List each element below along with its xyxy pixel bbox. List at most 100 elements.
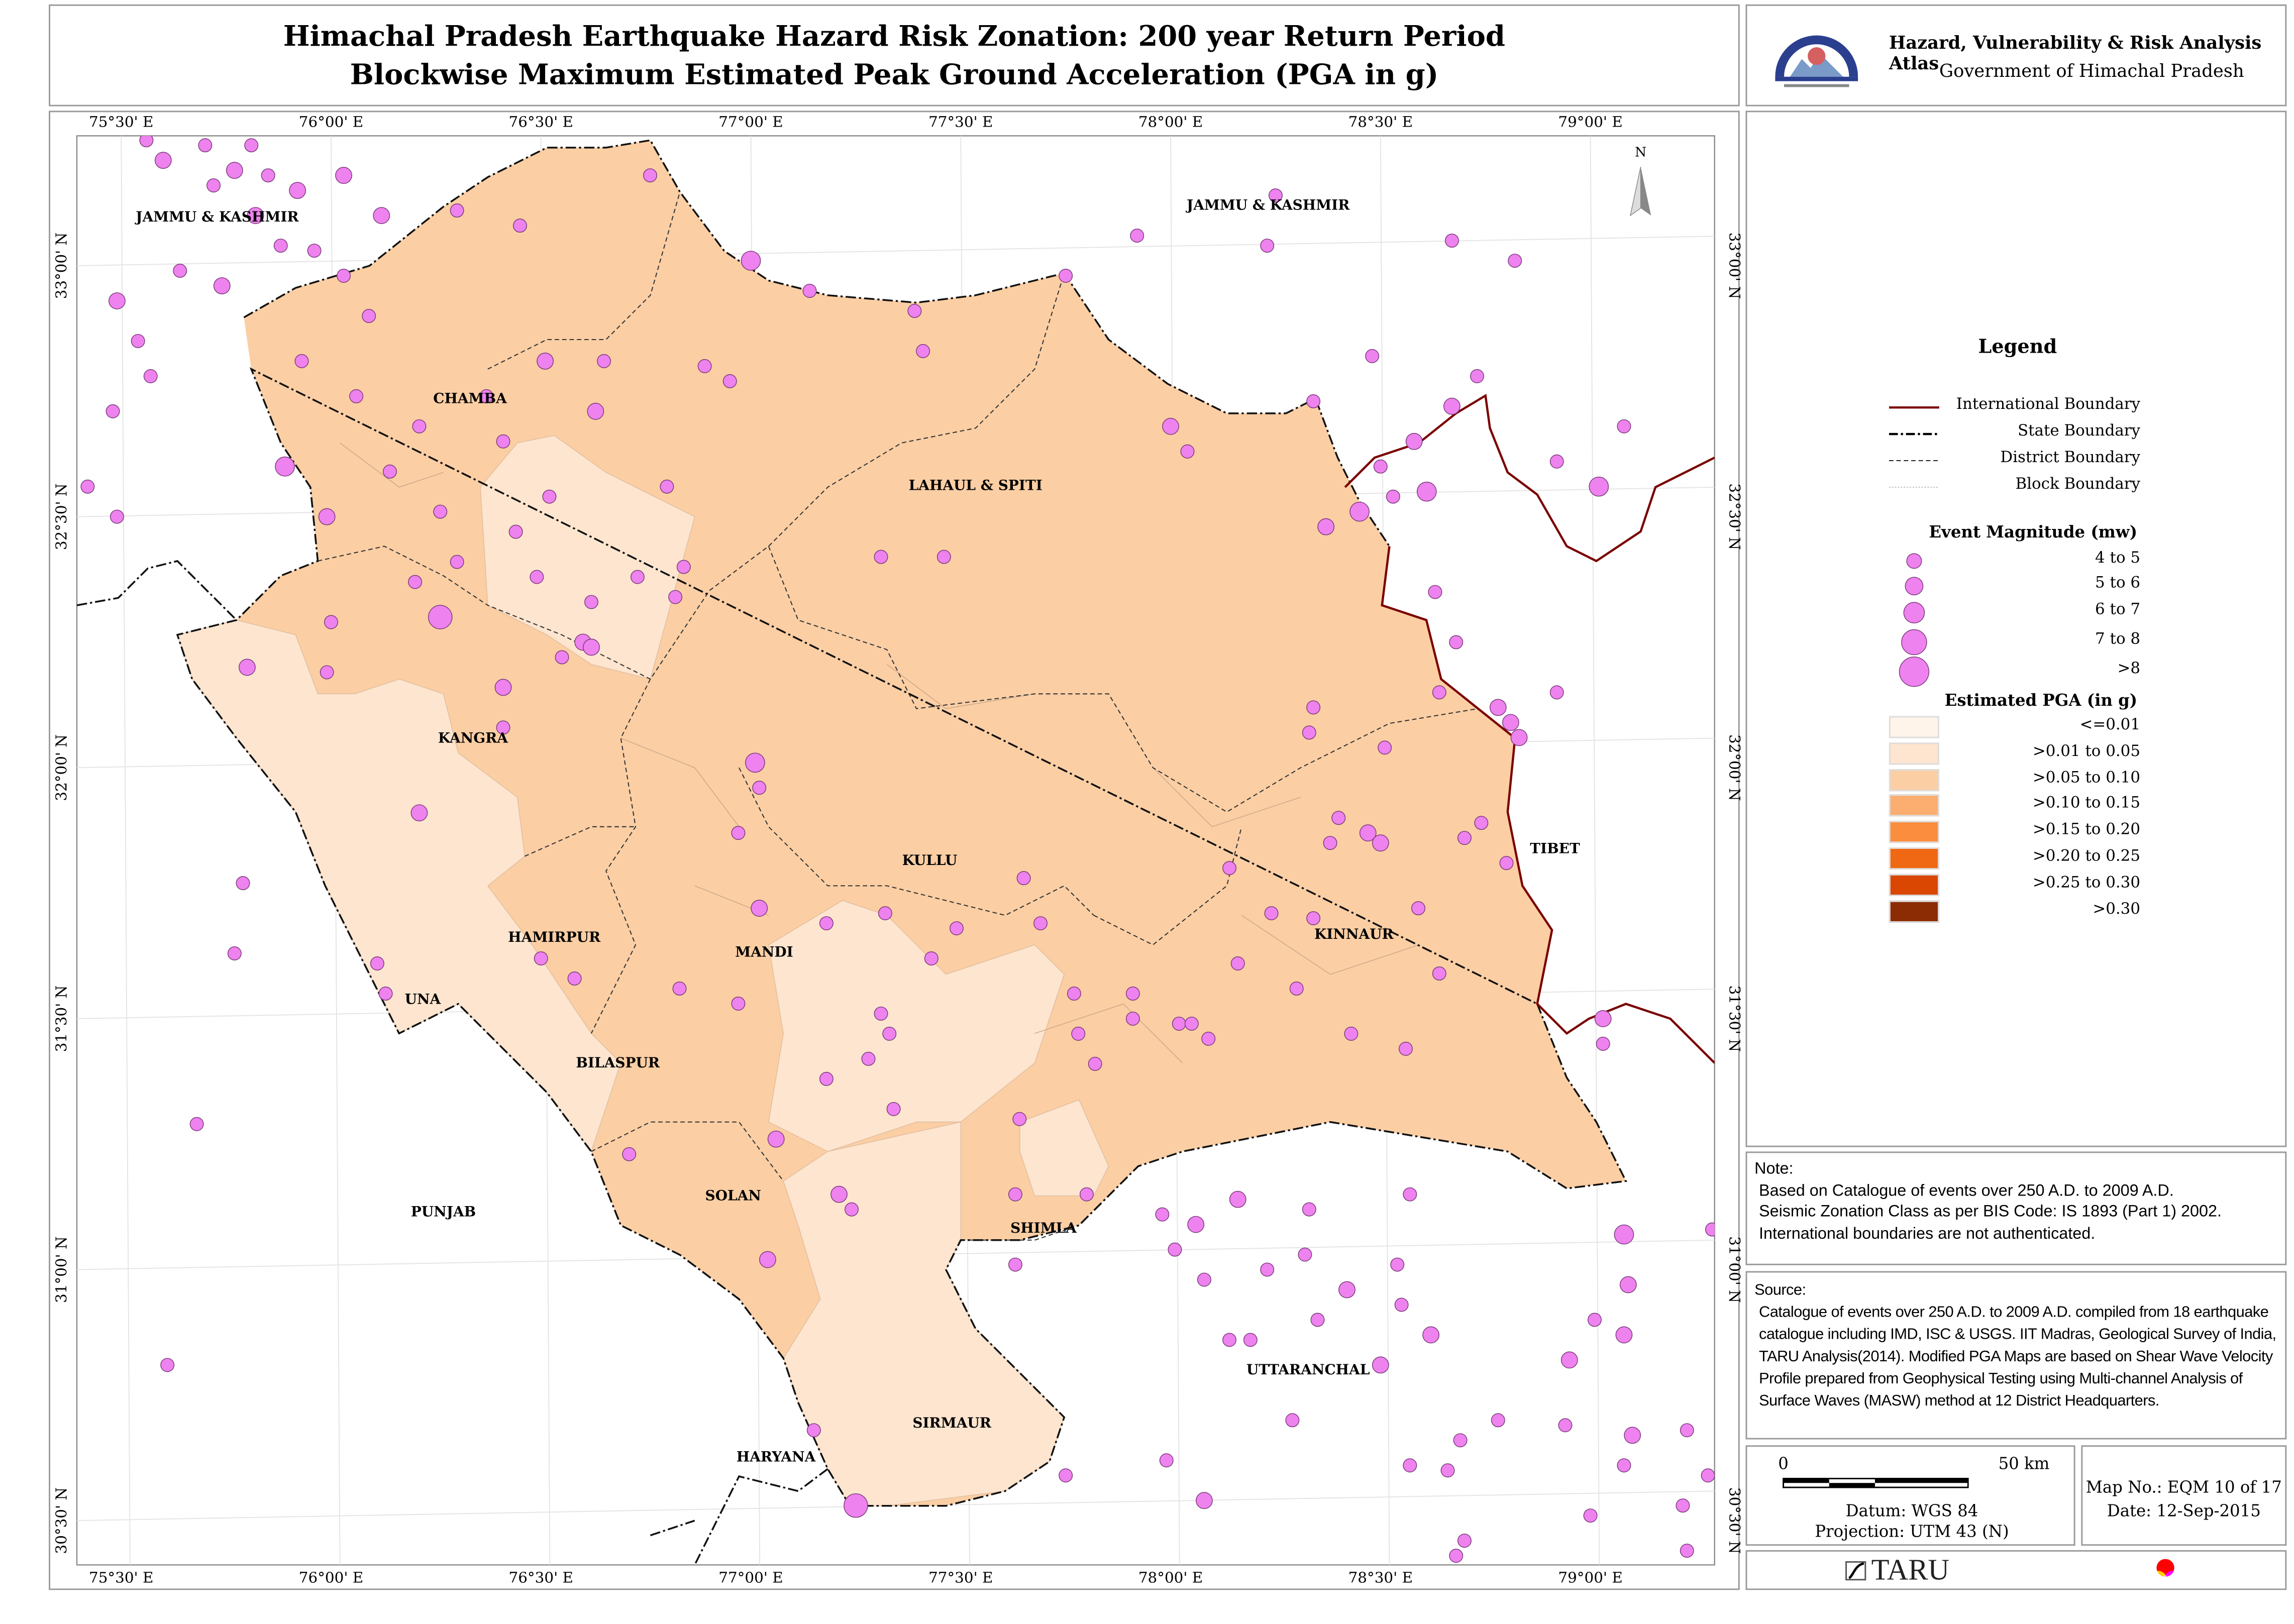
earthquake-event-marker[interactable]	[1229, 1190, 1246, 1208]
earthquake-event-marker[interactable]	[139, 134, 154, 148]
earthquake-event-marker[interactable]	[1033, 916, 1048, 931]
earthquake-event-marker[interactable]	[335, 167, 352, 184]
earthquake-event-marker[interactable]	[1502, 714, 1519, 731]
earthquake-event-marker[interactable]	[244, 138, 259, 153]
earthquake-event-marker[interactable]	[1680, 1423, 1694, 1438]
earthquake-event-marker[interactable]	[1508, 254, 1522, 268]
earthquake-event-marker[interactable]	[1344, 1026, 1359, 1041]
earthquake-event-marker[interactable]	[362, 308, 376, 323]
earthquake-event-marker[interactable]	[1680, 1544, 1694, 1558]
earthquake-event-marker[interactable]	[1457, 831, 1472, 845]
earthquake-event-marker[interactable]	[198, 138, 213, 153]
earthquake-event-marker[interactable]	[1222, 1333, 1237, 1347]
earthquake-event-marker[interactable]	[238, 659, 256, 676]
earthquake-event-marker[interactable]	[1268, 188, 1283, 203]
earthquake-event-marker[interactable]	[806, 1423, 821, 1438]
earthquake-event-marker[interactable]	[1432, 966, 1446, 981]
earthquake-event-marker[interactable]	[1428, 585, 1442, 599]
earthquake-event-marker[interactable]	[597, 354, 611, 368]
earthquake-event-marker[interactable]	[1398, 1041, 1413, 1056]
earthquake-event-marker[interactable]	[1349, 501, 1370, 522]
earthquake-event-marker[interactable]	[1403, 1187, 1417, 1202]
earthquake-event-marker[interactable]	[496, 434, 510, 449]
earthquake-event-marker[interactable]	[108, 292, 126, 309]
earthquake-event-marker[interactable]	[1180, 444, 1195, 459]
earthquake-event-marker[interactable]	[1405, 432, 1423, 450]
earthquake-event-marker[interactable]	[1230, 956, 1245, 970]
earthquake-event-marker[interactable]	[131, 334, 145, 348]
earthquake-event-marker[interactable]	[924, 951, 939, 965]
earthquake-event-marker[interactable]	[1443, 397, 1461, 415]
earthquake-event-marker[interactable]	[1587, 1313, 1602, 1327]
earthquake-event-marker[interactable]	[1184, 1016, 1199, 1031]
earthquake-event-marker[interactable]	[1416, 481, 1437, 502]
earthquake-event-marker[interactable]	[1474, 816, 1489, 830]
earthquake-event-marker[interactable]	[1302, 725, 1316, 740]
earthquake-event-marker[interactable]	[1378, 740, 1392, 755]
earthquake-event-marker[interactable]	[878, 906, 892, 921]
earthquake-event-marker[interactable]	[1411, 901, 1425, 916]
earthquake-event-marker[interactable]	[1583, 1508, 1598, 1523]
earthquake-event-marker[interactable]	[1549, 685, 1564, 700]
earthquake-event-marker[interactable]	[428, 605, 453, 629]
earthquake-event-marker[interactable]	[672, 981, 687, 996]
earthquake-event-marker[interactable]	[1243, 1333, 1258, 1347]
earthquake-event-marker[interactable]	[1079, 1187, 1094, 1202]
earthquake-event-marker[interactable]	[1624, 1427, 1641, 1444]
earthquake-event-marker[interactable]	[307, 244, 322, 258]
earthquake-event-marker[interactable]	[508, 524, 523, 539]
earthquake-event-marker[interactable]	[450, 203, 464, 218]
earthquake-event-marker[interactable]	[886, 1102, 901, 1116]
earthquake-event-marker[interactable]	[1289, 981, 1304, 996]
earthquake-event-marker[interactable]	[1432, 685, 1446, 700]
earthquake-event-marker[interactable]	[227, 946, 242, 960]
earthquake-event-marker[interactable]	[1222, 861, 1237, 876]
earthquake-event-marker[interactable]	[1130, 229, 1144, 243]
earthquake-event-marker[interactable]	[882, 1026, 897, 1041]
earthquake-event-marker[interactable]	[1619, 1276, 1637, 1293]
earthquake-event-marker[interactable]	[1306, 700, 1321, 715]
earthquake-event-marker[interactable]	[1594, 1010, 1612, 1027]
earthquake-event-marker[interactable]	[1260, 1262, 1275, 1277]
earthquake-event-marker[interactable]	[236, 876, 250, 891]
earthquake-event-marker[interactable]	[1317, 518, 1335, 535]
earthquake-event-marker[interactable]	[874, 550, 888, 564]
earthquake-event-marker[interactable]	[294, 354, 309, 368]
earthquake-event-marker[interactable]	[496, 720, 510, 735]
earthquake-event-marker[interactable]	[1059, 1468, 1073, 1483]
earthquake-event-marker[interactable]	[844, 1493, 868, 1518]
earthquake-event-marker[interactable]	[722, 374, 737, 388]
earthquake-event-marker[interactable]	[1499, 856, 1514, 871]
earthquake-event-marker[interactable]	[936, 550, 951, 564]
earthquake-event-marker[interactable]	[697, 359, 712, 373]
earthquake-event-marker[interactable]	[143, 369, 158, 383]
earthquake-event-marker[interactable]	[1596, 1036, 1610, 1051]
earthquake-event-marker[interactable]	[1260, 239, 1275, 253]
earthquake-event-marker[interactable]	[494, 679, 512, 696]
earthquake-event-marker[interactable]	[1614, 1224, 1634, 1245]
earthquake-event-marker[interactable]	[408, 575, 423, 589]
earthquake-event-marker[interactable]	[1125, 1011, 1140, 1026]
earthquake-event-marker[interactable]	[751, 900, 768, 917]
earthquake-event-marker[interactable]	[830, 1185, 848, 1203]
earthquake-event-marker[interactable]	[1168, 1242, 1182, 1257]
earthquake-event-marker[interactable]	[1067, 986, 1081, 1001]
earthquake-event-marker[interactable]	[1510, 729, 1528, 746]
earthquake-event-marker[interactable]	[370, 956, 384, 970]
earthquake-event-marker[interactable]	[1372, 834, 1389, 852]
earthquake-event-marker[interactable]	[660, 479, 674, 494]
map-canvas[interactable]: JAMMU & KASHMIR JAMMU & KASHMIR CHAMBA L…	[0, 0, 1744, 1594]
earthquake-event-marker[interactable]	[802, 284, 817, 298]
earthquake-event-marker[interactable]	[1323, 836, 1337, 850]
earthquake-event-marker[interactable]	[160, 1358, 175, 1372]
earthquake-event-marker[interactable]	[1453, 1433, 1468, 1448]
earthquake-event-marker[interactable]	[1008, 1187, 1022, 1202]
earthquake-event-marker[interactable]	[1491, 1413, 1505, 1428]
earthquake-event-marker[interactable]	[450, 555, 464, 569]
earthquake-event-marker[interactable]	[1589, 476, 1609, 497]
earthquake-event-marker[interactable]	[630, 570, 645, 584]
earthquake-event-marker[interactable]	[110, 509, 124, 524]
earthquake-event-marker[interactable]	[1310, 1313, 1325, 1327]
earthquake-event-marker[interactable]	[759, 1251, 776, 1268]
earthquake-event-marker[interactable]	[1676, 1498, 1690, 1513]
